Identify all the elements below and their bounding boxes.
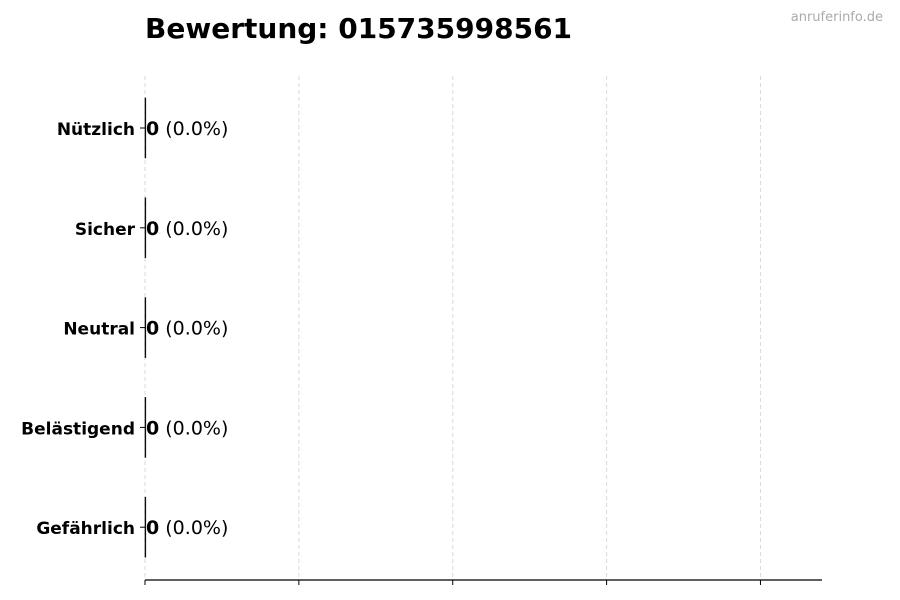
data-percent: (0.0%): [159, 318, 228, 340]
data-value: 0: [146, 218, 159, 240]
data-percent: (0.0%): [159, 517, 228, 539]
y-tick-label: Belästigend: [21, 419, 135, 439]
y-tick-label: Nützlich: [57, 120, 135, 140]
data-value: 0: [146, 318, 159, 340]
data-percent: (0.0%): [159, 218, 228, 240]
data-label: 0 (0.0%): [146, 318, 228, 340]
data-value: 0: [146, 517, 159, 539]
data-label: 0 (0.0%): [146, 417, 228, 439]
data-label: 0 (0.0%): [146, 517, 228, 539]
data-value: 0: [146, 417, 159, 439]
y-tick-label: Gefährlich: [36, 519, 135, 539]
data-label: 0 (0.0%): [146, 118, 228, 140]
data-value: 0: [146, 118, 159, 140]
data-percent: (0.0%): [159, 417, 228, 439]
chart-title: Bewertung: 015735998561: [145, 12, 573, 45]
y-tick-label: Neutral: [63, 320, 135, 340]
y-tick-label: Sicher: [75, 220, 136, 240]
data-label: 0 (0.0%): [146, 218, 228, 240]
data-percent: (0.0%): [159, 118, 228, 140]
watermark: anruferinfo.de: [790, 10, 883, 25]
